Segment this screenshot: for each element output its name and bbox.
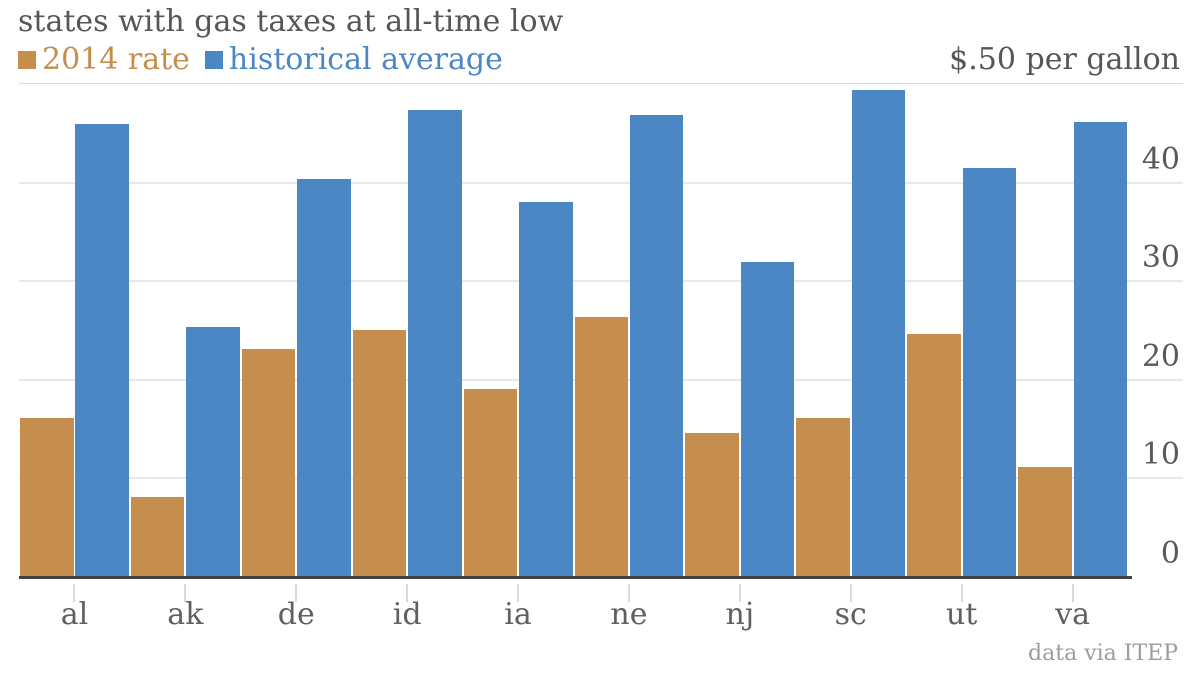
bar-2014-rate-va	[1018, 466, 1072, 576]
x-tick-label-al: al	[60, 597, 89, 632]
bar-historical-average-de	[297, 178, 351, 576]
x-tick-label-ne: ne	[610, 597, 648, 632]
y-tick-label-10: 10	[1141, 437, 1180, 473]
bar-2014-rate-de	[241, 349, 296, 576]
bar-2014-rate-ut	[907, 334, 961, 576]
x-tick-label-id: id	[392, 597, 422, 632]
bar-historical-average-ak	[186, 326, 240, 576]
bar-2014-rate-id	[352, 329, 407, 576]
bar-2014-rate-ak	[130, 497, 185, 576]
x-tick-al	[73, 584, 76, 602]
bar-historical-average-va	[1073, 122, 1128, 576]
x-tick-ne	[627, 584, 630, 602]
legend-swatch-2014-rate-icon	[18, 51, 36, 69]
bar-2014-rate-sc	[796, 418, 850, 576]
x-tick-nj	[738, 584, 741, 602]
legend-item-2014-rate: 2014 rate	[18, 45, 190, 75]
x-tick-ut	[960, 584, 963, 602]
y-tick-label-30: 30	[1141, 240, 1180, 276]
legend-label-historical-average: historical average	[228, 42, 503, 77]
bar-historical-average-ut	[962, 167, 1017, 576]
bar-historical-average-ne	[629, 114, 684, 576]
x-tick-sc	[849, 584, 852, 602]
x-tick-label-nj: nj	[725, 597, 755, 632]
x-tick-label-de: de	[277, 597, 315, 632]
x-tick-label-ia: ia	[504, 597, 532, 632]
bar-2014-rate-nj	[685, 433, 739, 576]
bar-historical-average-ia	[519, 202, 573, 576]
y-tick-label-20: 20	[1141, 338, 1180, 374]
y-tick-label-0: 0	[1160, 536, 1180, 571]
x-tick-label-sc: sc	[834, 597, 867, 632]
gridline-40	[19, 181, 1183, 184]
y-tick-label-40: 40	[1141, 141, 1180, 177]
bar-historical-average-id	[408, 109, 462, 576]
legend-item-historical-average: historical average	[204, 42, 503, 77]
x-tick-ia	[517, 584, 520, 602]
y-axis-unit-label: $.50 per gallon	[949, 42, 1180, 77]
chart-title: states with gas taxes at all-time low	[18, 4, 564, 39]
x-tick-de	[295, 584, 298, 602]
bar-historical-average-al	[75, 124, 129, 576]
plot-area	[19, 83, 1132, 579]
x-tick-ak	[184, 584, 187, 602]
plot-top-border	[19, 83, 1183, 84]
x-tick-label-ak: ak	[167, 597, 204, 632]
x-tick-va	[1071, 584, 1074, 602]
x-tick-id	[406, 584, 409, 602]
x-tick-label-va: va	[1055, 597, 1090, 632]
gridline-30	[19, 280, 1183, 283]
bar-2014-rate-ia	[463, 388, 518, 576]
bar-historical-average-sc	[851, 89, 906, 576]
bar-2014-rate-al	[20, 418, 74, 576]
source-note: data via ITEP	[1028, 641, 1178, 666]
bar-2014-rate-ne	[574, 316, 628, 576]
bar-historical-average-nj	[740, 262, 795, 576]
x-tick-label-ut: ut	[945, 597, 978, 632]
chart-legend: 2014 rate historical average	[18, 45, 518, 75]
legend-swatch-historical-average-icon	[204, 51, 223, 69]
legend-label-2014-rate: 2014 rate	[42, 42, 190, 77]
